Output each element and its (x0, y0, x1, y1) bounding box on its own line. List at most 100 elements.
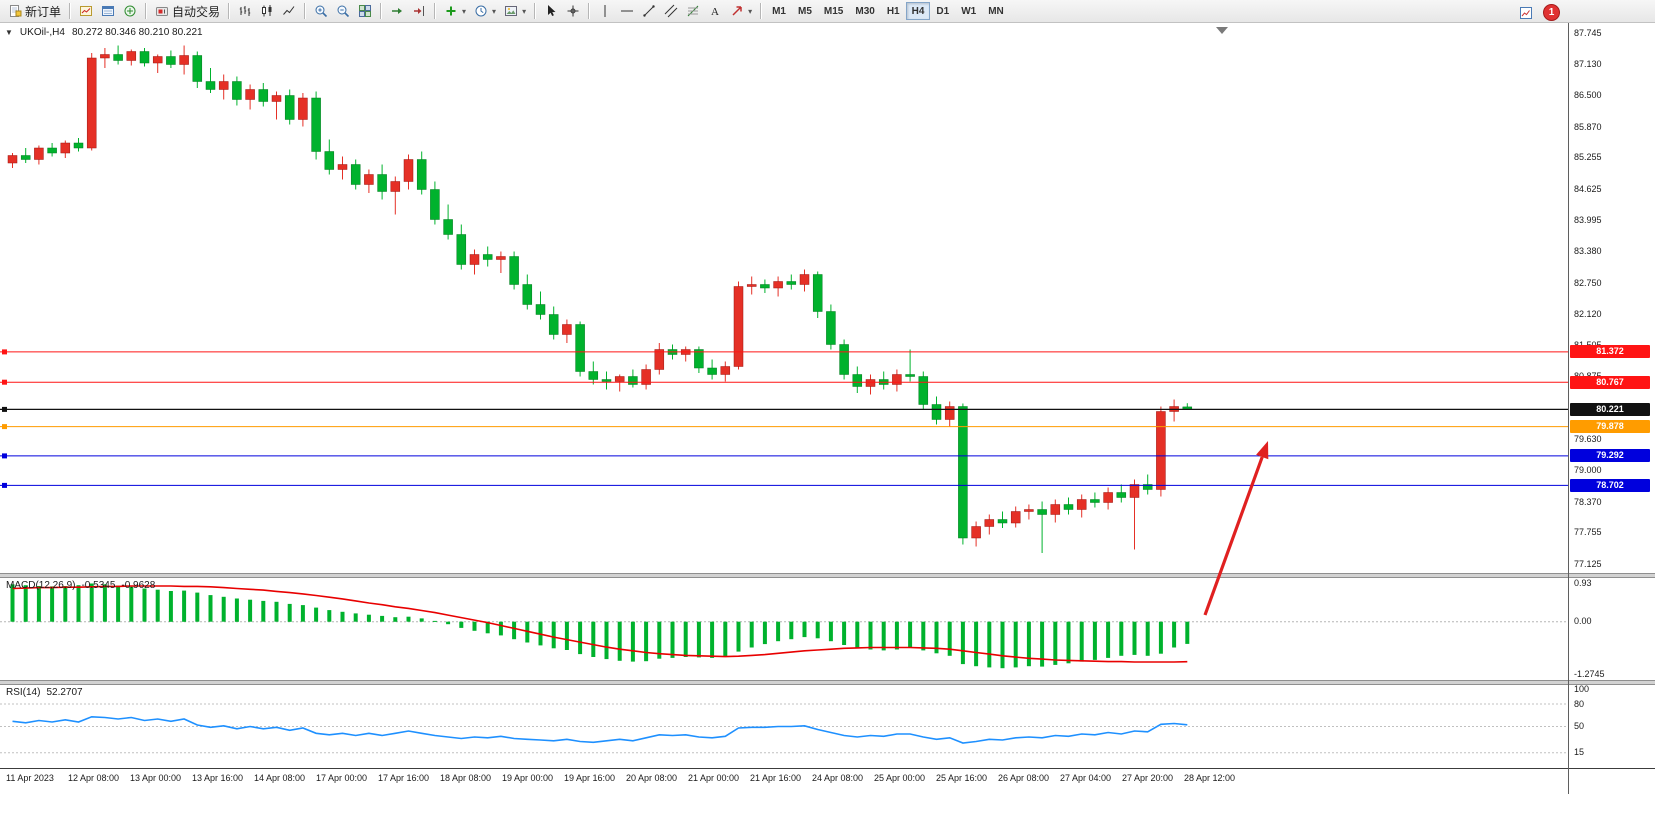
macd-histogram-bar (459, 621, 464, 628)
candle-body (443, 219, 453, 235)
timeframe-button-m30[interactable]: M30 (855, 6, 875, 17)
pane-divider[interactable] (0, 680, 1655, 685)
time-tick: 20 Apr 08:00 (626, 773, 678, 783)
chart-shift-button[interactable] (408, 2, 430, 21)
candle-body (865, 379, 876, 387)
rsi-tick: 100 (1574, 683, 1590, 694)
candle-body (694, 349, 704, 369)
pane-divider[interactable] (0, 573, 1655, 578)
candlestick-mode-button[interactable] (256, 2, 278, 21)
macd-tick: 0.93 (1574, 577, 1592, 588)
macd-histogram-bar (129, 586, 134, 622)
time-tick: 14 Apr 08:00 (254, 773, 306, 783)
candle-body (139, 51, 150, 64)
rsi-pane[interactable]: RSI(14) 52.2707 100 80 50 15 (0, 683, 1655, 768)
rsi-tick: 15 (1574, 747, 1585, 758)
candle-body (403, 159, 414, 182)
vertical-line-button[interactable] (594, 2, 616, 21)
macd-histogram-bar (1040, 621, 1045, 667)
notification-badge[interactable]: 1 (1543, 4, 1560, 21)
axis-border (1568, 23, 1569, 794)
macd-chart[interactable] (0, 578, 1569, 680)
candle-body (1076, 499, 1087, 510)
candle-body (152, 56, 163, 64)
zoom-out-button[interactable] (332, 2, 354, 21)
candle-body (179, 55, 189, 65)
new-order-button-label: 新订单 (25, 4, 62, 19)
timeframe-button-m15[interactable]: M15 (823, 6, 844, 17)
channel-button[interactable] (660, 2, 682, 21)
periods-button[interactable]: ▾ (470, 2, 500, 21)
price-chart-pane[interactable]: ▼ UKOil-,H4 80.272 80.346 80.210 80.221 … (0, 23, 1655, 573)
candle-body (1103, 492, 1113, 503)
new-order-button[interactable]: 新订单 (4, 2, 65, 21)
line-chart-mode-button[interactable] (278, 2, 300, 21)
rsi-chart[interactable] (0, 685, 1569, 768)
rsi-axis[interactable]: 100 80 50 15 (1569, 683, 1655, 768)
timeframe-button-w1[interactable]: W1 (961, 6, 977, 17)
price-axis[interactable]: 87.745 87.130 86.500 85.870 85.255 84.625 83.9… (1569, 23, 1655, 573)
timeframe-button-m1[interactable]: M1 (772, 6, 786, 17)
candle-body (905, 374, 915, 377)
candle-body (377, 174, 387, 192)
time-tick: 25 Apr 00:00 (874, 773, 926, 783)
templates-button[interactable]: ▾ (500, 2, 530, 21)
macd-histogram-bar (314, 607, 319, 622)
line-anchor (2, 482, 7, 488)
text-button[interactable]: A (704, 2, 726, 21)
tile-windows-button[interactable] (354, 2, 376, 21)
timeframe-button-h4[interactable]: H4 (905, 2, 931, 20)
navigator-button[interactable] (119, 2, 141, 21)
price-tick: 77.755 (1574, 527, 1602, 538)
chart-window-button[interactable] (1515, 3, 1537, 22)
macd-histogram-bar (380, 615, 385, 622)
auto-scroll-button[interactable] (386, 2, 408, 21)
macd-histogram-bar (657, 621, 662, 659)
charts-button[interactable] (75, 2, 97, 21)
candle-body (601, 379, 612, 382)
macd-histogram-bar (208, 595, 213, 622)
candle-body (324, 151, 335, 170)
crosshair-button[interactable] (562, 2, 584, 21)
macd-histogram-bar (960, 621, 965, 665)
macd-histogram-bar (472, 621, 477, 631)
timeframe-button-mn[interactable]: MN (988, 6, 1004, 17)
timeframe-button-d1[interactable]: D1 (936, 6, 950, 17)
candle-body (1116, 492, 1127, 498)
autotrade-button[interactable]: 自动交易 (151, 2, 224, 21)
time-tick: 17 Apr 16:00 (378, 773, 430, 783)
cursor-button[interactable] (540, 2, 562, 21)
macd-label: MACD(12,26,9) (6, 580, 76, 591)
indicators-button[interactable]: ▾ (440, 2, 470, 21)
time-tick: 26 Apr 08:00 (998, 773, 1050, 783)
candlestick-chart[interactable] (0, 23, 1569, 573)
candle-body (707, 367, 717, 375)
line-anchor (2, 379, 7, 385)
time-tick: 27 Apr 20:00 (1122, 773, 1174, 783)
macd-histogram-bar (248, 599, 253, 622)
timeframe-button-h1[interactable]: H1 (886, 6, 900, 17)
toolbar-separator (534, 3, 537, 19)
price-tick: 85.255 (1574, 152, 1602, 163)
collapse-ohlc-icon[interactable]: ▼ (5, 28, 13, 37)
horizontal-line-button[interactable] (616, 2, 638, 21)
macd-histogram-bar (1158, 621, 1163, 654)
macd-pane[interactable]: MACD(12,26,9) -0.5345 -0.9628 0.93 0.00 -1… (0, 578, 1655, 680)
arrows-button[interactable]: ▾ (726, 2, 756, 21)
timeframe-button-m5[interactable]: M5 (798, 6, 812, 17)
candle-body (799, 274, 810, 285)
bar-chart-mode-button[interactable] (234, 2, 256, 21)
macd-axis[interactable]: 0.93 0.00 -1.2745 (1569, 578, 1655, 680)
zoom-in-button[interactable] (310, 2, 332, 21)
macd-histogram-bar (274, 601, 279, 622)
trendline-button[interactable] (638, 2, 660, 21)
candle-body (628, 376, 638, 385)
fibonacci-button[interactable] (682, 2, 704, 21)
candle-body (918, 376, 929, 405)
candle-body (958, 406, 968, 539)
data-window-button[interactable] (97, 2, 119, 21)
candle-body (60, 142, 71, 154)
chart-title: ▼ UKOil-,H4 80.272 80.346 80.210 80.221 (5, 27, 203, 38)
time-axis[interactable]: 11 Apr 2023 12 Apr 08:00 13 Apr 00:00 13 Ap… (0, 768, 1655, 795)
